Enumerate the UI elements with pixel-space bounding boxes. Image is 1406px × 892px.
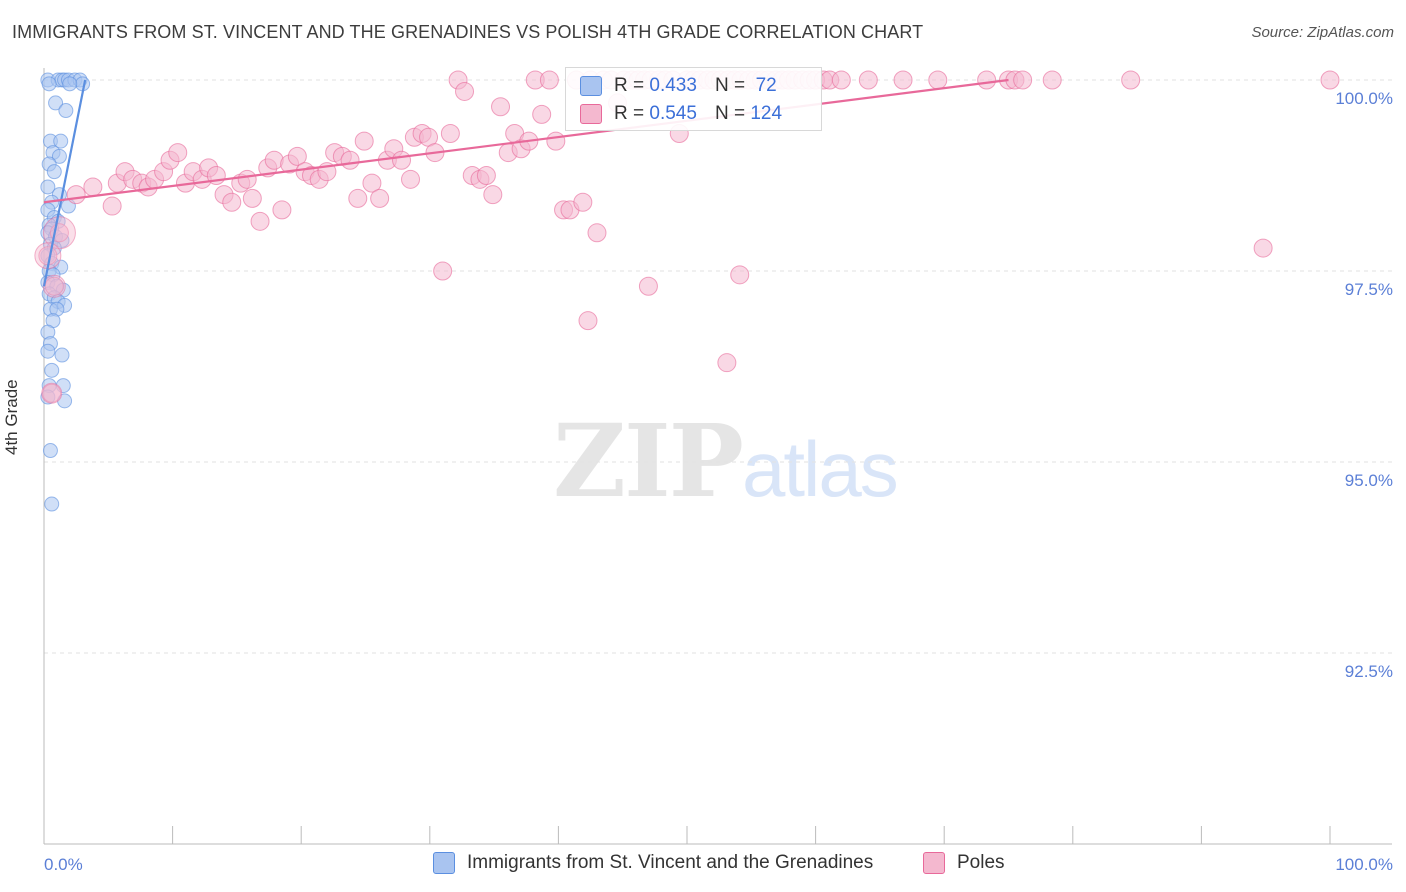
poles-trend-line — [43, 78, 1009, 204]
immigrants-point — [40, 343, 56, 359]
poles-point — [491, 97, 511, 117]
trend-lines — [42, 78, 1009, 287]
poles-point — [1121, 70, 1141, 90]
immigrants-point — [62, 76, 78, 92]
poles-point — [433, 261, 453, 281]
poles-point — [102, 196, 122, 216]
stats-row-immigrants: R = 0.433 N = 72 — [580, 73, 777, 99]
poles-point — [42, 274, 66, 298]
poles-point — [250, 211, 270, 231]
grid-lines — [44, 79, 1392, 654]
immigrants-point — [54, 347, 70, 363]
poles-point — [401, 169, 421, 189]
poles-point — [455, 81, 475, 101]
poles-point — [893, 70, 913, 90]
poles-point — [573, 192, 593, 212]
immigrants-point — [42, 443, 58, 459]
pink-swatch — [923, 852, 945, 874]
r-label: R = — [614, 75, 645, 96]
poles-point — [831, 70, 851, 90]
poles-point — [587, 223, 607, 243]
source-label: Source: ZipAtlas.com — [1251, 24, 1394, 41]
stats-legend: R = 0.433 N = 72 R = 0.545 N = 124 — [565, 67, 822, 131]
poles-point — [168, 143, 188, 163]
poles-point — [578, 311, 598, 331]
blue-swatch — [580, 76, 602, 96]
poles-point — [858, 70, 878, 90]
series-legend: Immigrants from St. Vincent and the Gren… — [0, 852, 1406, 878]
y-tick-label: 100.0% — [1335, 89, 1393, 108]
legend-item-poles: Poles — [923, 852, 1005, 874]
legend-label: Poles — [957, 852, 1005, 873]
n-label: N = — [714, 75, 746, 96]
poles-point — [242, 188, 262, 208]
y-tick-label: 95.0% — [1345, 471, 1393, 490]
immigrants-point — [44, 362, 60, 378]
blue-swatch — [433, 852, 455, 874]
poles-point — [476, 166, 496, 185]
y-tick-label: 92.5% — [1345, 662, 1393, 681]
pink-swatch — [580, 104, 602, 124]
poles-point — [717, 353, 737, 373]
poles-point — [1042, 70, 1062, 90]
poles-point — [340, 150, 360, 170]
poles-point — [977, 70, 997, 90]
axes — [43, 68, 1392, 845]
watermark: ZIPatlas — [553, 402, 899, 520]
poles-point — [354, 131, 374, 151]
watermark-atlas: atlas — [741, 425, 899, 513]
poles-point — [532, 104, 552, 124]
stats-row-poles: R = 0.545 N = 124 — [580, 101, 782, 127]
tick-labels: 100.0% 97.5% 95.0% 92.5% 0.0% 100.0% — [44, 89, 1393, 874]
x-tick-label: 100.0% — [1335, 855, 1393, 874]
poles-point — [222, 192, 242, 212]
immigrants-point — [53, 133, 69, 149]
n-value: 124 — [750, 103, 783, 124]
r-label: R = — [614, 103, 645, 124]
legend-item-immigrants: Immigrants from St. Vincent and the Gren… — [433, 852, 873, 874]
poles-point — [483, 185, 503, 205]
poles-point — [1320, 70, 1340, 90]
poles-point — [272, 200, 292, 220]
immigrants-point — [48, 95, 64, 111]
poles-point — [66, 185, 86, 205]
poles-point — [928, 70, 948, 90]
immigrants-point — [40, 179, 56, 195]
immigrants-point — [46, 164, 62, 180]
r-value: 0.545 — [649, 103, 697, 124]
n-value: 72 — [755, 75, 777, 96]
poles-point — [348, 188, 368, 208]
poles-point — [638, 276, 658, 296]
poles-point — [539, 70, 559, 90]
n-label: N = — [714, 103, 746, 124]
poles-point — [362, 173, 382, 193]
immigrants-trend-line — [42, 79, 87, 287]
poles-point — [1253, 238, 1273, 258]
poles-point — [370, 188, 390, 208]
poles-point — [1013, 70, 1033, 90]
poles-point — [41, 382, 63, 404]
r-value: 0.433 — [649, 75, 697, 96]
poles-point — [44, 276, 64, 296]
immigrants-point — [51, 148, 67, 164]
legend-label: Immigrants from St. Vincent and the Gren… — [467, 852, 874, 873]
y-tick-label: 97.5% — [1345, 280, 1393, 299]
poles-point — [730, 265, 750, 285]
poles-point — [287, 146, 307, 166]
poles-point — [546, 131, 566, 151]
poles-point — [237, 169, 257, 189]
immigrants-point — [41, 76, 57, 92]
immigrants-point — [58, 103, 74, 119]
immigrants-point — [44, 496, 60, 512]
poles-point — [440, 123, 460, 143]
chart-title: IMMIGRANTS FROM ST. VINCENT AND THE GREN… — [12, 22, 924, 42]
poles-point — [42, 383, 62, 403]
x-tick-label: 0.0% — [44, 855, 83, 874]
watermark-zip: ZIP — [553, 402, 744, 520]
poles-point — [83, 177, 103, 197]
poles-point — [392, 150, 412, 170]
